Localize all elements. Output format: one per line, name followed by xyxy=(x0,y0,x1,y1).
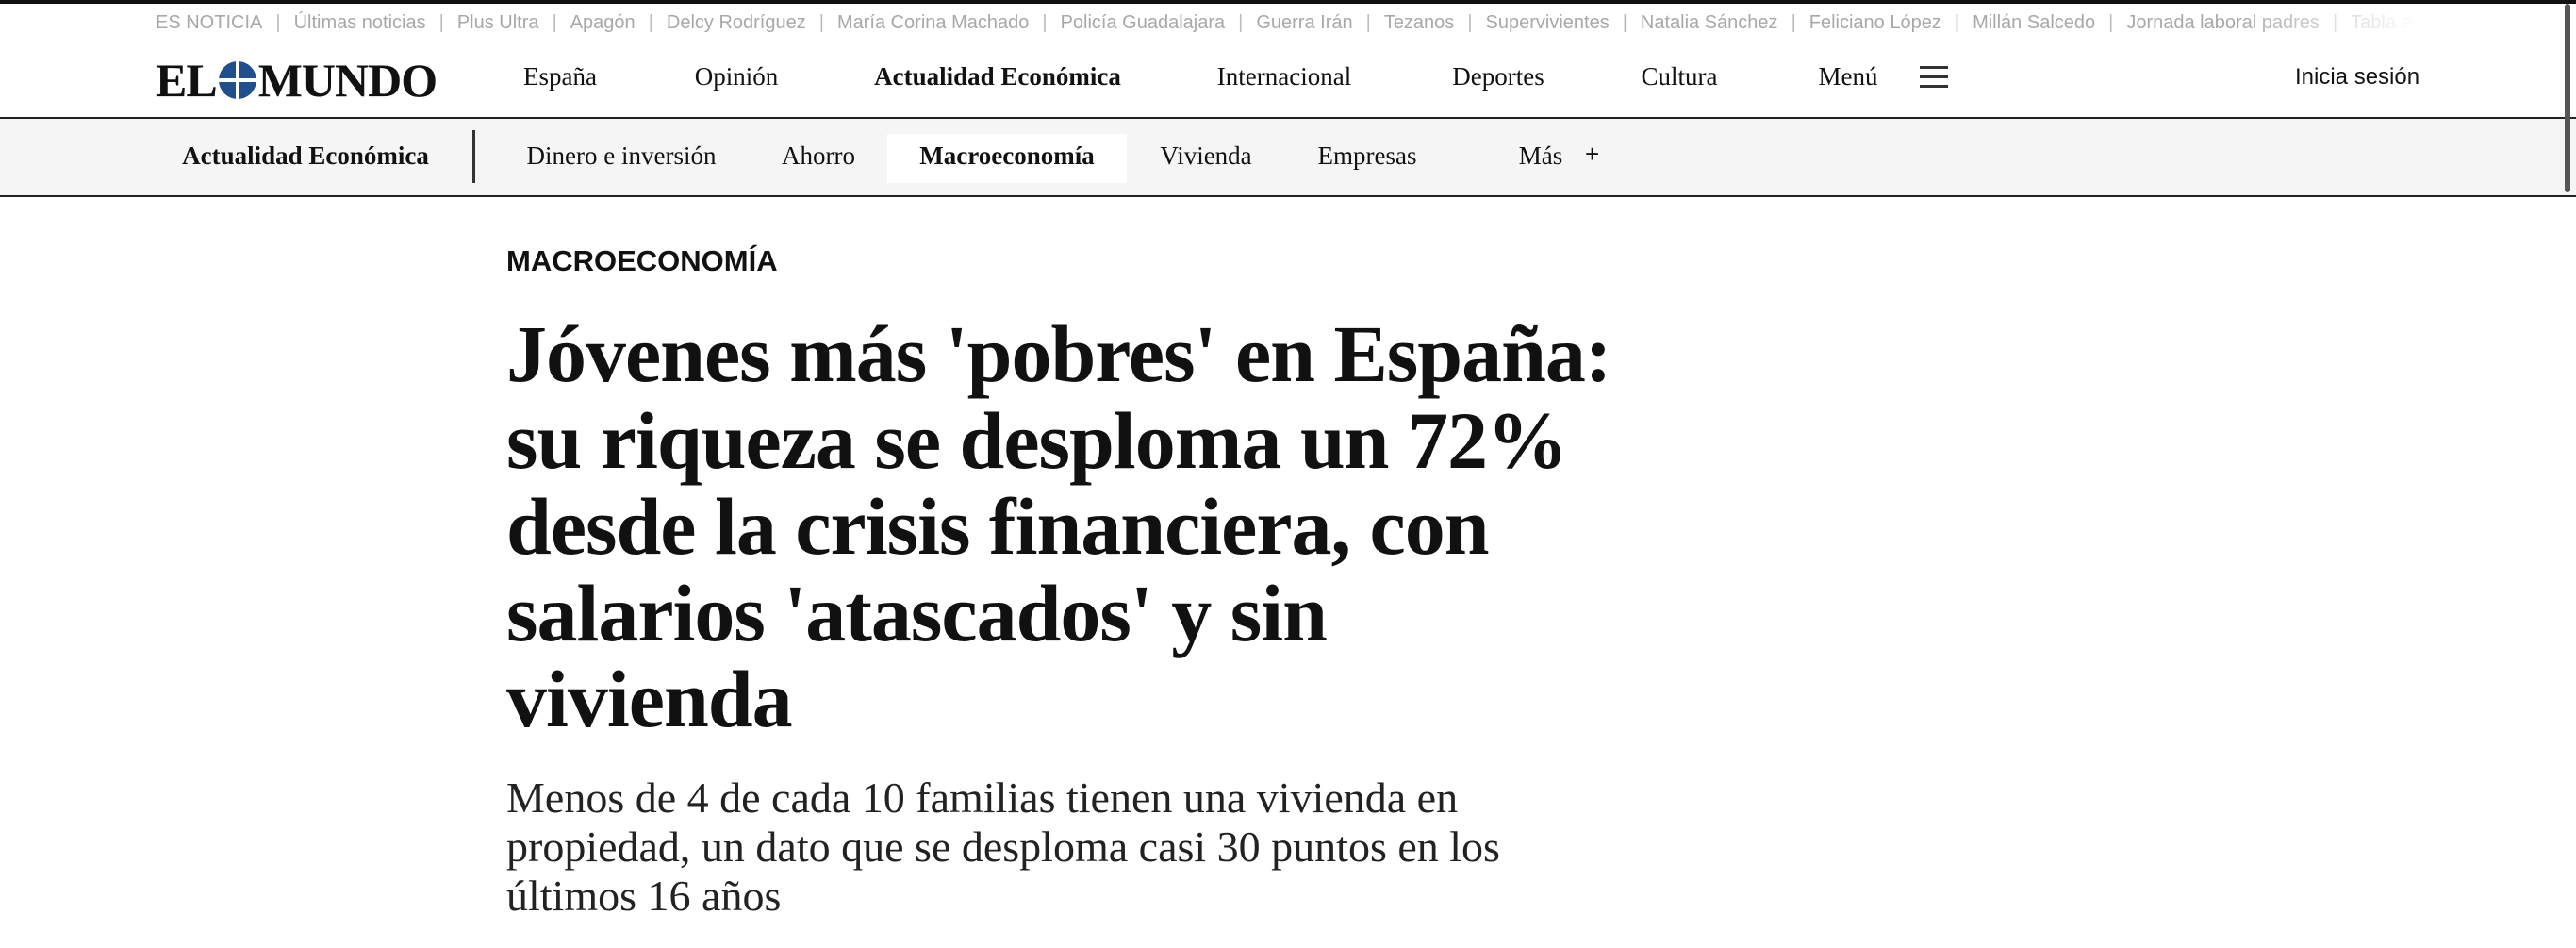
main-nav: EL MUNDO Inicia sesión España Opinión Actu… xyxy=(0,38,2576,119)
logo-globe xyxy=(218,61,256,99)
trending-label: ES NOTICIA xyxy=(156,11,263,33)
trending-link[interactable]: Últimas noticias xyxy=(262,12,426,34)
trending-link[interactable]: Tezanos xyxy=(1353,12,1455,34)
menu-icon[interactable] xyxy=(1920,66,1948,89)
section-link[interactable]: Actualidad Económica xyxy=(182,141,429,170)
login-link[interactable]: Inicia sesión xyxy=(2295,64,2420,90)
headline-line: su riqueza se desploma un 72% xyxy=(506,394,1568,486)
logo[interactable]: EL MUNDO xyxy=(156,53,438,108)
trending-link[interactable]: Plus Ultra xyxy=(426,12,539,34)
trending-link[interactable]: Feliciano López xyxy=(1778,12,1941,34)
subtitle-line: últimos 16 años xyxy=(506,872,782,920)
active-tab xyxy=(887,134,1127,183)
divider xyxy=(472,130,475,183)
trending-link[interactable]: Millán Salcedo xyxy=(1941,12,2095,34)
nav-link[interactable]: España xyxy=(523,62,597,91)
nav-link[interactable]: Cultura xyxy=(1641,62,1718,91)
trending-link[interactable]: Apagón xyxy=(539,12,636,34)
headline-line: vivienda xyxy=(506,654,793,744)
subnav-link[interactable]: Empresas xyxy=(1317,141,1417,170)
trending-link[interactable]: Delcy Rodríguez xyxy=(636,12,806,34)
headline-line: salarios 'atascados' y sin xyxy=(506,567,1328,658)
trending-link[interactable]: Guerra Irán xyxy=(1225,12,1352,34)
subnav-link[interactable]: Vivienda xyxy=(1160,141,1252,170)
nav-link[interactable]: Opinión xyxy=(694,62,779,91)
trending-link[interactable]: Supervivientes xyxy=(1454,12,1610,34)
logo-text[interactable]: MUNDO xyxy=(257,54,438,107)
nav-link[interactable]: Actualidad Económica xyxy=(874,62,1121,91)
nav-link[interactable]: Deportes xyxy=(1452,62,1544,91)
subtitle-line: Menos de 4 de cada 10 familias tienen un… xyxy=(506,773,1459,822)
headline-line: desde la crisis financiera, con xyxy=(506,481,1490,572)
trending-link[interactable]: María Corina Machado xyxy=(806,12,1029,34)
nav-link[interactable]: Internacional xyxy=(1216,62,1352,91)
article-section[interactable]: MACROECONOMÍA xyxy=(506,244,778,277)
more-icon[interactable]: + xyxy=(1585,140,1600,168)
top-border xyxy=(0,0,2576,4)
sub-nav: Actualidad Económica + Dinero e inversió… xyxy=(0,119,2576,197)
trending-link[interactable]: Tabla equi xyxy=(2320,12,2419,34)
trending-link[interactable]: Natalia Sánchez xyxy=(1610,12,1778,34)
scrollbar xyxy=(2565,4,2570,192)
trending-link[interactable]: Jornada laboral padres xyxy=(2095,12,2320,34)
logo-text[interactable]: EL xyxy=(156,54,218,107)
subnav-link[interactable]: Más xyxy=(1518,141,1563,170)
subnav-link[interactable]: Ahorro xyxy=(782,141,855,170)
subtitle-line: propiedad, un dato que se desploma casi … xyxy=(506,823,1500,871)
trending-link[interactable]: Policía Guadalajara xyxy=(1029,12,1226,34)
subnav-link[interactable]: Macroeconomía xyxy=(919,141,1095,170)
headline-line: Jóvenes más 'pobres' en España: xyxy=(506,308,1612,399)
trending-bar: ES NOTICIAÚltimas noticiasPlus UltraApag… xyxy=(156,8,2419,38)
subnav-link[interactable]: Dinero e inversión xyxy=(526,141,717,170)
nav-link[interactable]: Menú xyxy=(1818,62,1878,91)
subtitle: Menos de 4 de cada 10 familias tienen un… xyxy=(506,773,1500,921)
headline: Jóvenes más 'pobres' en España: su riquez… xyxy=(506,308,1612,744)
